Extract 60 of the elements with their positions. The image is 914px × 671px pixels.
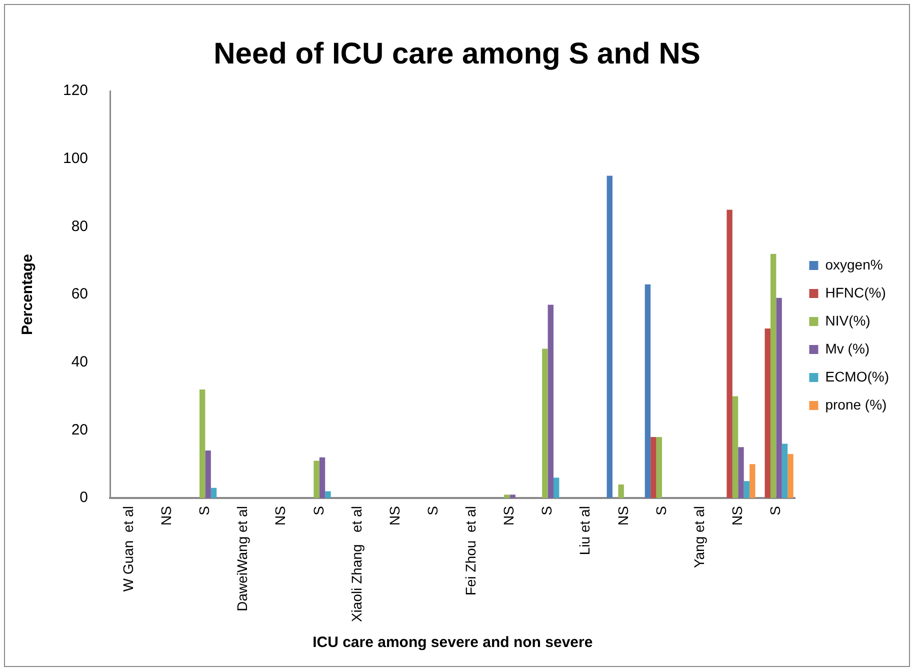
chart-title: Need of ICU care among S and NS <box>214 37 700 70</box>
bar <box>205 450 211 498</box>
y-tick-label: 120 <box>62 82 88 100</box>
bar <box>554 478 560 498</box>
bar <box>542 348 548 498</box>
legend-label: ECMO(%) <box>825 368 890 384</box>
x-tick-label: NS <box>614 506 631 526</box>
x-tick-label: S <box>310 506 326 516</box>
bar <box>510 494 516 498</box>
x-axis-title: ICU care among severe and non severe <box>312 634 593 652</box>
bar <box>199 390 206 498</box>
bar <box>606 176 613 498</box>
x-tick-label: NS <box>728 506 745 526</box>
legend-label: NIV(%) <box>825 312 870 328</box>
bar <box>738 447 744 498</box>
legend-label: Mv (%) <box>825 340 870 356</box>
x-tick-label: Yang et al <box>690 506 707 568</box>
x-tick-label: Liu et al <box>576 506 593 556</box>
bar <box>210 488 217 498</box>
bar <box>750 464 756 498</box>
x-tick-label: S <box>196 506 212 516</box>
bar <box>788 454 794 498</box>
legend-label: HFNC(%) <box>825 284 886 300</box>
x-tick-label: Fei Zhou et al <box>462 506 479 596</box>
bar <box>770 254 776 498</box>
x-tick-label: S <box>538 506 555 516</box>
bar <box>319 457 326 498</box>
bar <box>314 460 320 498</box>
x-tick-label: Xiaoli Zhang et al <box>348 506 364 622</box>
x-tick-label: NS <box>500 506 517 526</box>
bar <box>650 436 656 498</box>
y-tick-label: 80 <box>71 218 88 235</box>
bar <box>776 298 782 498</box>
y-axis-title: Percentage <box>19 254 36 335</box>
x-tick-label: NS <box>158 506 174 526</box>
y-tick-label: 20 <box>71 421 88 438</box>
x-tick-label: NS <box>272 506 288 526</box>
x-tick-label: S <box>767 506 784 516</box>
y-tick-label: 40 <box>71 354 88 370</box>
bar <box>732 396 738 498</box>
bar <box>325 491 331 498</box>
legend-label: prone (%) <box>825 396 887 412</box>
bar <box>744 481 750 498</box>
bar <box>656 436 662 498</box>
bar <box>726 210 732 498</box>
x-tick-label: DaweiWang et al <box>234 506 250 612</box>
y-tick-label: 0 <box>80 489 88 506</box>
bar <box>782 444 788 498</box>
x-tick-label: NS <box>386 506 402 526</box>
x-tick-label: S <box>652 506 669 516</box>
bar <box>764 328 770 498</box>
bar <box>618 484 624 498</box>
y-tick-label: 60 <box>71 286 88 303</box>
bar <box>548 304 554 498</box>
bar <box>644 284 651 498</box>
bar <box>504 494 510 498</box>
legend-label: oxygen% <box>825 256 883 272</box>
x-tick-label: W Guan et al <box>120 506 136 592</box>
y-tick-label: 100 <box>62 150 88 167</box>
x-tick-label: S <box>424 506 440 516</box>
